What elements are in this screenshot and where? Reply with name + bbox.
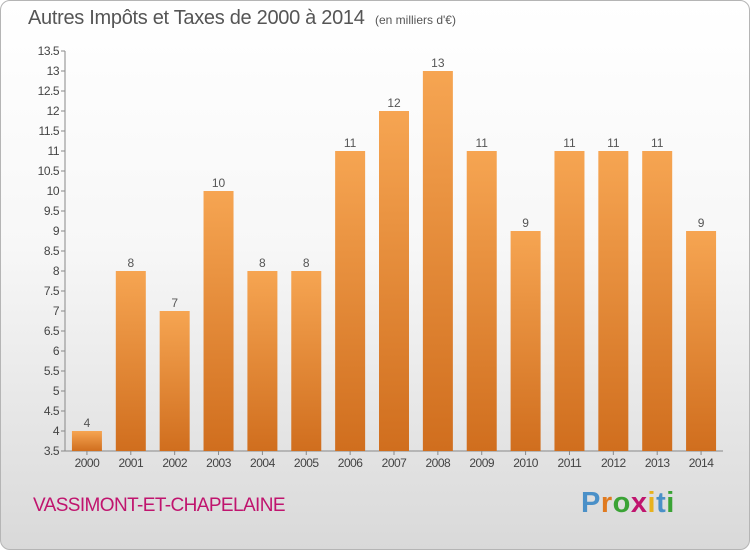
data-label: 9: [522, 216, 529, 230]
data-label: 13: [431, 56, 445, 70]
brand-letter: i: [647, 487, 657, 519]
subtitle-unit: (en milliers d'€): [375, 13, 456, 27]
bar: [379, 111, 409, 451]
brand-letter: i: [666, 487, 675, 519]
x-tick-label: 2013: [645, 456, 671, 470]
y-tick-label: 13: [47, 64, 60, 78]
x-tick-label: 2004: [250, 456, 276, 470]
brand-letter: P: [581, 487, 601, 519]
y-tick-label: 4.5: [44, 404, 60, 418]
data-label: 10: [212, 176, 226, 190]
bar: [598, 151, 629, 451]
x-tick-label: 2011: [558, 456, 583, 470]
y-tick-label: 9.5: [44, 204, 60, 218]
y-tick-label: 3.5: [44, 444, 60, 458]
bar: [642, 151, 673, 451]
data-label: 11: [607, 136, 620, 150]
x-tick-label: 2001: [118, 456, 144, 470]
y-tick-label: 13.5: [38, 44, 60, 58]
x-tick-label: 2005: [294, 456, 320, 470]
bar: [422, 71, 453, 451]
y-tick-label: 12: [47, 104, 60, 118]
y-tick-label: 5: [53, 384, 60, 398]
data-label: 11: [651, 136, 664, 150]
brand-logo: Proxiti: [581, 487, 675, 520]
bar: [335, 151, 366, 451]
x-tick-label: 2006: [338, 456, 364, 470]
x-tick-label: 2012: [601, 456, 627, 470]
bar: [247, 271, 278, 451]
data-label: 11: [344, 136, 357, 150]
data-label: 4: [84, 416, 91, 430]
bar: [554, 151, 585, 451]
bar: [115, 271, 146, 451]
brand-letter: t: [656, 487, 667, 519]
y-tick-label: 11.5: [39, 124, 60, 138]
chart-title: Autres Impôts et Taxes de 2000 à 2014 (e…: [28, 7, 456, 30]
x-tick-label: 2002: [162, 456, 188, 470]
brand-letter: x: [630, 487, 648, 519]
x-tick-label: 2014: [689, 456, 715, 470]
bar: [159, 311, 190, 451]
bar: [466, 151, 497, 451]
y-tick-label: 8.5: [44, 244, 60, 258]
data-label: 11: [563, 136, 576, 150]
commune-name: VASSIMONT-ET-CHAPELAINE: [33, 495, 286, 516]
data-label: 8: [303, 256, 310, 270]
y-tick-label: 12.5: [38, 84, 60, 98]
x-tick-label: 2009: [469, 456, 495, 470]
y-tick-label: 7: [53, 304, 60, 318]
y-tick-label: 10.5: [38, 164, 60, 178]
bar: [686, 231, 717, 451]
y-tick-label: 11: [48, 144, 60, 158]
bar: [203, 191, 234, 451]
y-tick-label: 5.5: [44, 364, 60, 378]
bar: [291, 271, 322, 451]
y-tick-label: 6.5: [44, 324, 60, 338]
y-tick-label: 6: [53, 344, 60, 358]
x-tick-label: 2003: [206, 456, 232, 470]
x-tick-label: 2008: [426, 456, 452, 470]
y-tick-label: 10: [47, 184, 60, 198]
y-tick-label: 8: [53, 264, 60, 278]
bar: [510, 231, 541, 451]
y-tick-label: 9: [53, 224, 60, 238]
data-label: 8: [259, 256, 266, 270]
x-tick-label: 2007: [382, 456, 408, 470]
y-tick-label: 4: [53, 424, 60, 438]
x-tick-label: 2010: [513, 456, 539, 470]
y-tick-label: 7.5: [44, 284, 60, 298]
title-text: Autres Impôts et Taxes de 2000 à 2014: [28, 7, 365, 29]
bar: [71, 431, 102, 451]
brand-letter: o: [612, 487, 631, 519]
data-label: 7: [171, 296, 178, 310]
data-label: 8: [127, 256, 134, 270]
data-label: 9: [698, 216, 705, 230]
data-label: 12: [387, 96, 401, 110]
x-tick-label: 2000: [75, 456, 101, 470]
brand-letter: r: [600, 487, 613, 519]
data-label: 11: [475, 136, 488, 150]
